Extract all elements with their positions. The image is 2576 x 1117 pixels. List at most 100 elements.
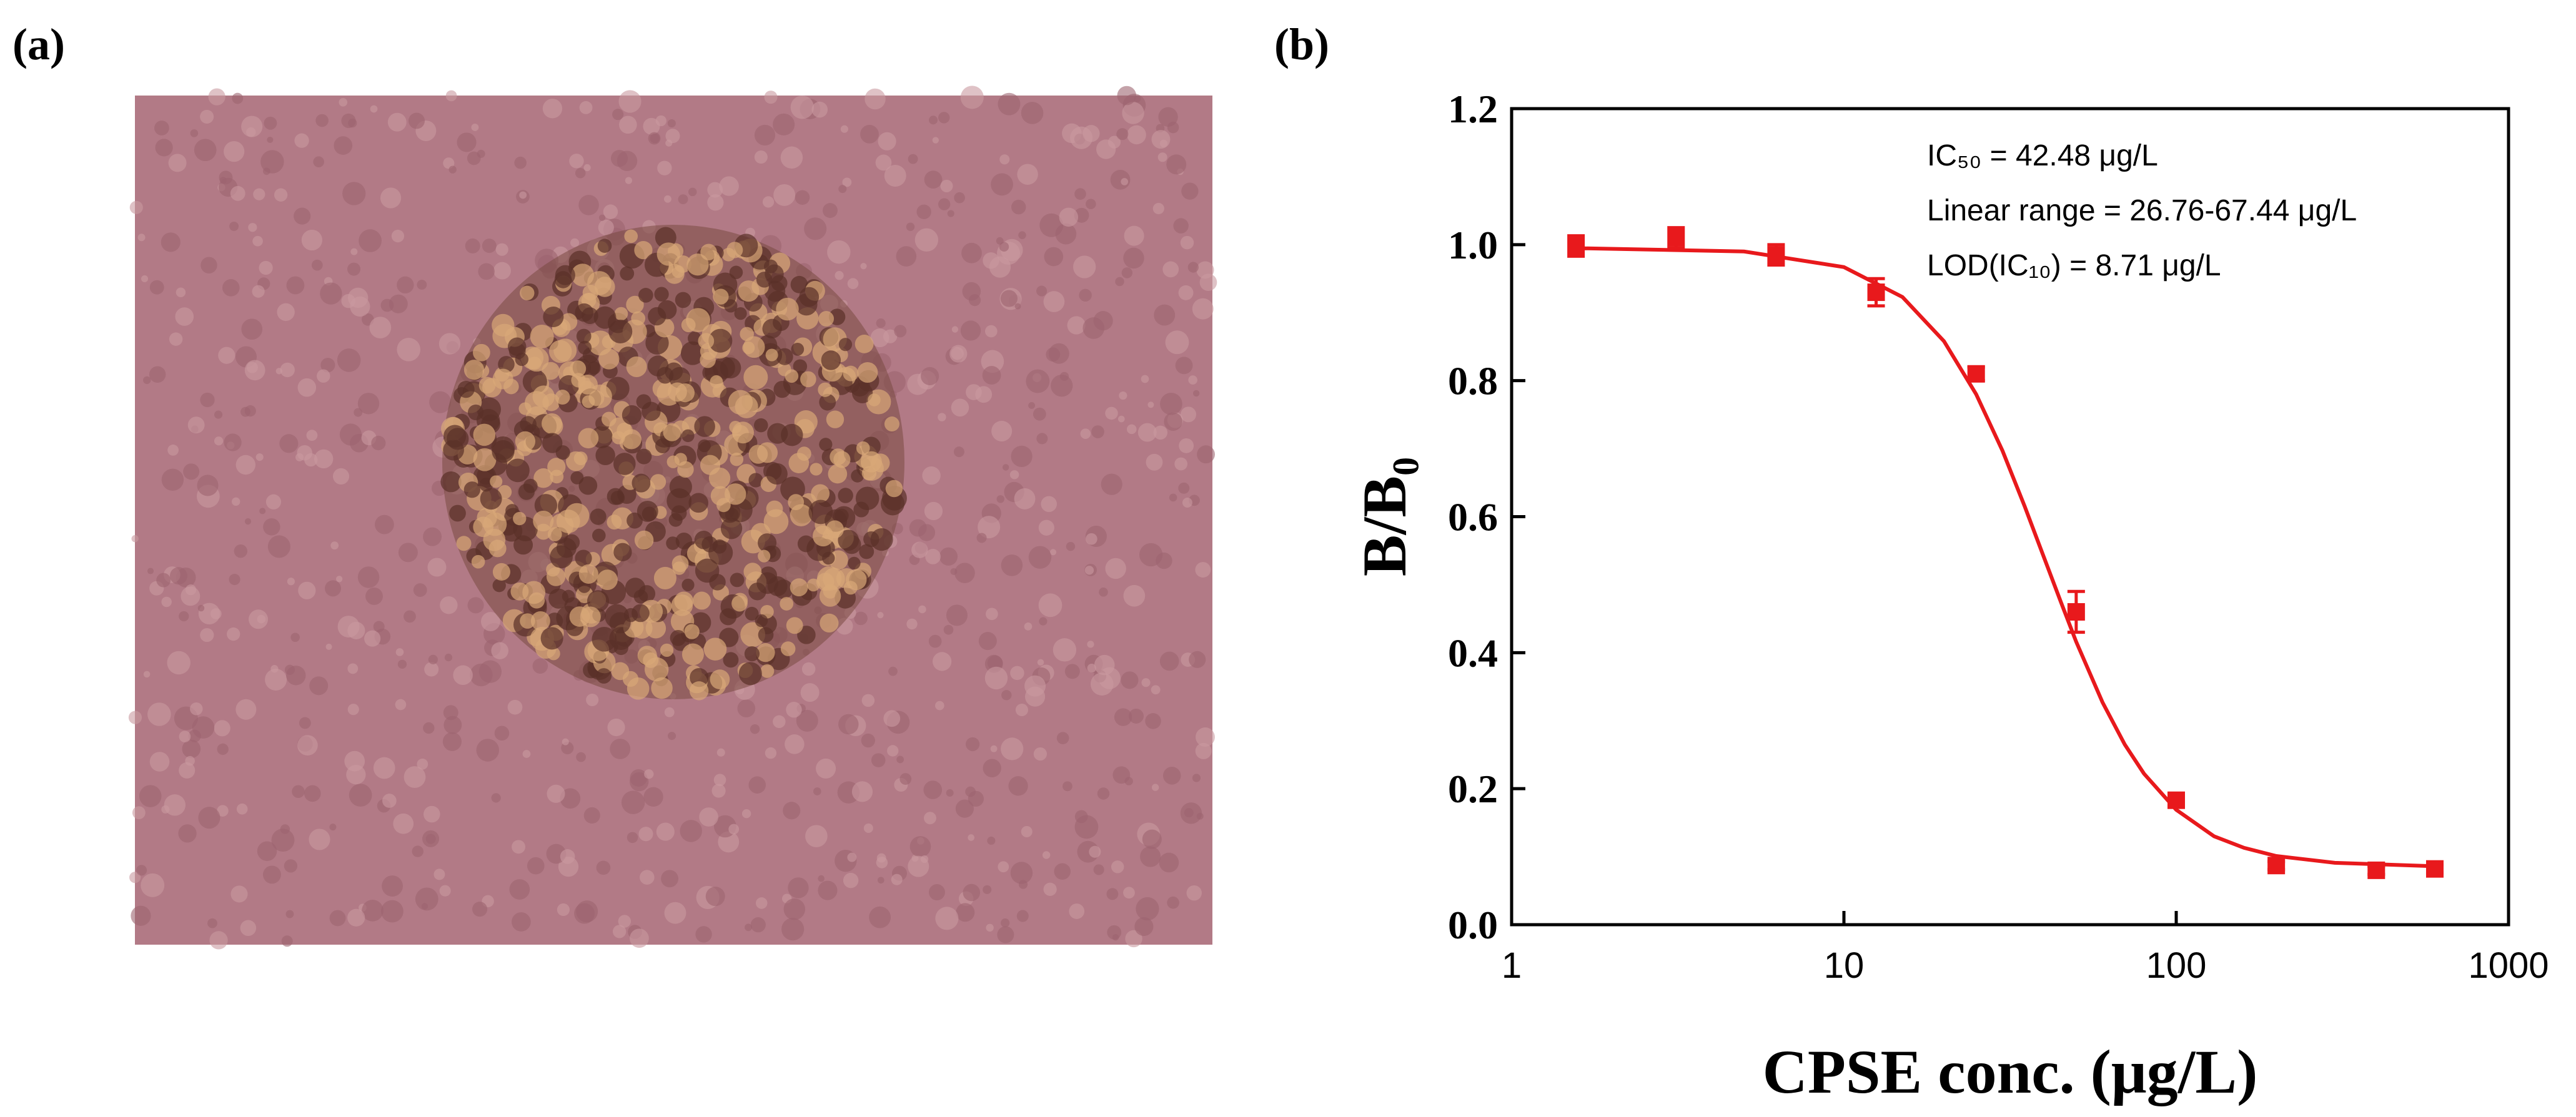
- cell: [1153, 425, 1168, 440]
- cell: [478, 660, 502, 683]
- colony-cell: [540, 627, 563, 650]
- cell: [783, 898, 806, 920]
- cell: [1174, 457, 1188, 471]
- cell: [175, 307, 194, 326]
- cell: [579, 101, 593, 114]
- cell: [790, 96, 815, 119]
- cell: [1180, 235, 1194, 250]
- colony-cell: [614, 307, 628, 321]
- colony-cell: [806, 578, 820, 592]
- colony-cell: [785, 369, 799, 383]
- cell: [209, 931, 228, 950]
- cell: [522, 750, 531, 758]
- cell: [864, 88, 886, 110]
- cell: [1011, 199, 1026, 215]
- colony-cell: [523, 478, 538, 493]
- cell: [1197, 445, 1216, 464]
- x-tick-label: 1: [1502, 945, 1522, 986]
- cell: [640, 870, 655, 885]
- cell: [224, 433, 242, 451]
- cell: [494, 726, 510, 741]
- cell: [1026, 369, 1050, 393]
- cell: [664, 707, 675, 717]
- colony-cell: [716, 498, 731, 513]
- cell: [999, 242, 1009, 252]
- colony-cell: [503, 378, 519, 395]
- cell: [1141, 678, 1151, 687]
- colony-cell: [631, 311, 646, 326]
- cell: [1066, 542, 1076, 551]
- cell: [512, 840, 526, 854]
- cell: [208, 88, 225, 106]
- cell: [1037, 659, 1044, 666]
- cell: [1134, 917, 1154, 937]
- cell: [280, 362, 295, 378]
- cell: [320, 358, 335, 373]
- colony-cell: [637, 500, 658, 522]
- colony-cell: [571, 373, 586, 388]
- cell: [818, 880, 838, 900]
- colony-cell: [756, 643, 775, 662]
- colony-cell: [780, 597, 794, 611]
- colony-cell: [731, 595, 748, 612]
- cell: [235, 699, 257, 720]
- colony-cell: [575, 549, 592, 567]
- cell: [578, 195, 599, 215]
- cell: [596, 860, 611, 875]
- cell: [155, 139, 173, 157]
- cell: [306, 430, 318, 441]
- cell: [1159, 852, 1179, 873]
- colony-cell: [843, 581, 858, 595]
- cell: [271, 829, 295, 852]
- cell: [695, 926, 712, 943]
- cell: [427, 558, 447, 577]
- cell: [920, 855, 929, 864]
- cell: [643, 787, 663, 807]
- colony-cell: [725, 483, 746, 505]
- colony-cell: [681, 578, 695, 591]
- colony-cell: [797, 626, 816, 644]
- cell: [309, 829, 330, 850]
- colony-cell: [773, 380, 791, 398]
- colony-cell: [578, 564, 598, 584]
- cell: [229, 574, 240, 586]
- cell: [391, 229, 405, 243]
- colony-cell: [596, 668, 612, 684]
- cell: [232, 92, 244, 104]
- cell: [1182, 498, 1192, 508]
- colony-cell: [710, 375, 723, 388]
- cell: [851, 781, 873, 802]
- colony-cell: [681, 318, 696, 333]
- cell: [397, 659, 407, 669]
- cell: [1042, 851, 1051, 859]
- cell: [1086, 199, 1096, 210]
- cell: [1162, 261, 1179, 278]
- cell: [395, 699, 407, 711]
- cell: [949, 345, 968, 363]
- colony-cell: [734, 307, 747, 320]
- cell: [267, 136, 274, 143]
- cell: [210, 608, 222, 619]
- colony-cell: [620, 266, 635, 281]
- cell: [1097, 787, 1110, 800]
- cell: [621, 790, 645, 814]
- cell: [619, 116, 637, 134]
- cell: [1021, 825, 1033, 838]
- cell: [304, 785, 321, 802]
- cell: [246, 127, 256, 137]
- cell: [869, 906, 891, 928]
- cell: [643, 117, 660, 135]
- colony-cell: [723, 652, 739, 668]
- y-axis-title: B/B₀: [1350, 457, 1419, 576]
- cell: [1188, 375, 1197, 385]
- cell: [1038, 593, 1063, 618]
- point: [1867, 283, 1885, 302]
- cell: [1017, 164, 1038, 185]
- cell: [317, 369, 330, 383]
- cell: [1186, 885, 1202, 901]
- cell: [292, 785, 305, 799]
- cell: [719, 176, 739, 196]
- cell: [440, 596, 458, 614]
- colony-cell: [547, 527, 562, 541]
